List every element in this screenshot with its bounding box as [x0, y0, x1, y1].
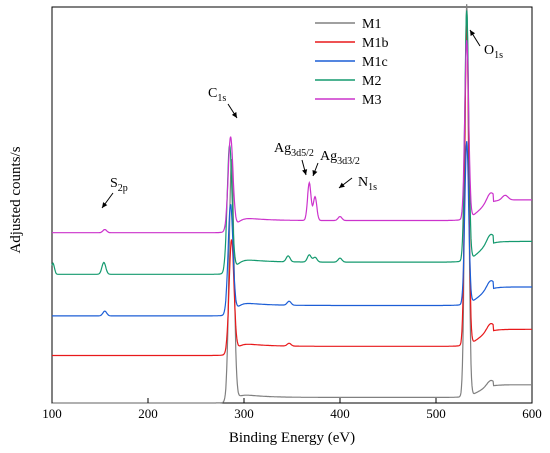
legend-label-m3: M3 [362, 93, 381, 108]
x-tick-label: 500 [426, 406, 446, 421]
annotation-layer: C1s O1s Ag3d5/2 Ag3d3/2 N1s S2p [101, 29, 503, 209]
annotation-ag-3d32: Ag3d3/2 [320, 149, 360, 167]
annotation-o-1s: O1s [484, 43, 503, 61]
annotation-arrow-head [339, 182, 345, 188]
x-tick-label: 300 [234, 406, 254, 421]
series-line-m1b [52, 23, 532, 357]
annotation-s-2p: S2p [110, 176, 128, 194]
legend-label-m1b: M1b [362, 36, 388, 51]
annotation-c-1s: C1s [208, 86, 226, 104]
legend-label-m2: M2 [362, 74, 381, 89]
x-tick-label: 400 [330, 406, 350, 421]
annotation-arrow-head [312, 170, 318, 176]
plot-border [51, 6, 533, 404]
annotation-arrow-head [470, 30, 476, 36]
annotation-n-1s: N1s [358, 175, 377, 193]
legend-label-m1: M1 [362, 17, 381, 32]
axis-layer: 100 200 300 400 500 600 [42, 398, 542, 421]
series-line-m3 [52, 40, 532, 234]
annotation-arrow-head [102, 202, 108, 208]
plot-frame [51, 6, 533, 404]
series-layer [51, 4, 532, 404]
x-axis-label: Binding Energy (eV) [229, 430, 355, 446]
annotation-arrow-head [231, 112, 237, 118]
series-line-m1 [52, 4, 532, 404]
x-tick-label: 200 [138, 406, 158, 421]
annotation-ag-3d52: Ag3d5/2 [274, 141, 314, 159]
series-line-m1c [52, 141, 532, 317]
x-tick-label: 100 [42, 406, 62, 421]
x-tick-label: 600 [522, 406, 542, 421]
legend-label-m1c: M1c [362, 55, 388, 70]
legend: M1 M1b M1c M2 M3 [315, 17, 388, 108]
annotation-arrow-head [302, 169, 308, 175]
series-line-m2 [51, 10, 532, 275]
y-axis-label: Adjusted counts/s [8, 146, 24, 253]
